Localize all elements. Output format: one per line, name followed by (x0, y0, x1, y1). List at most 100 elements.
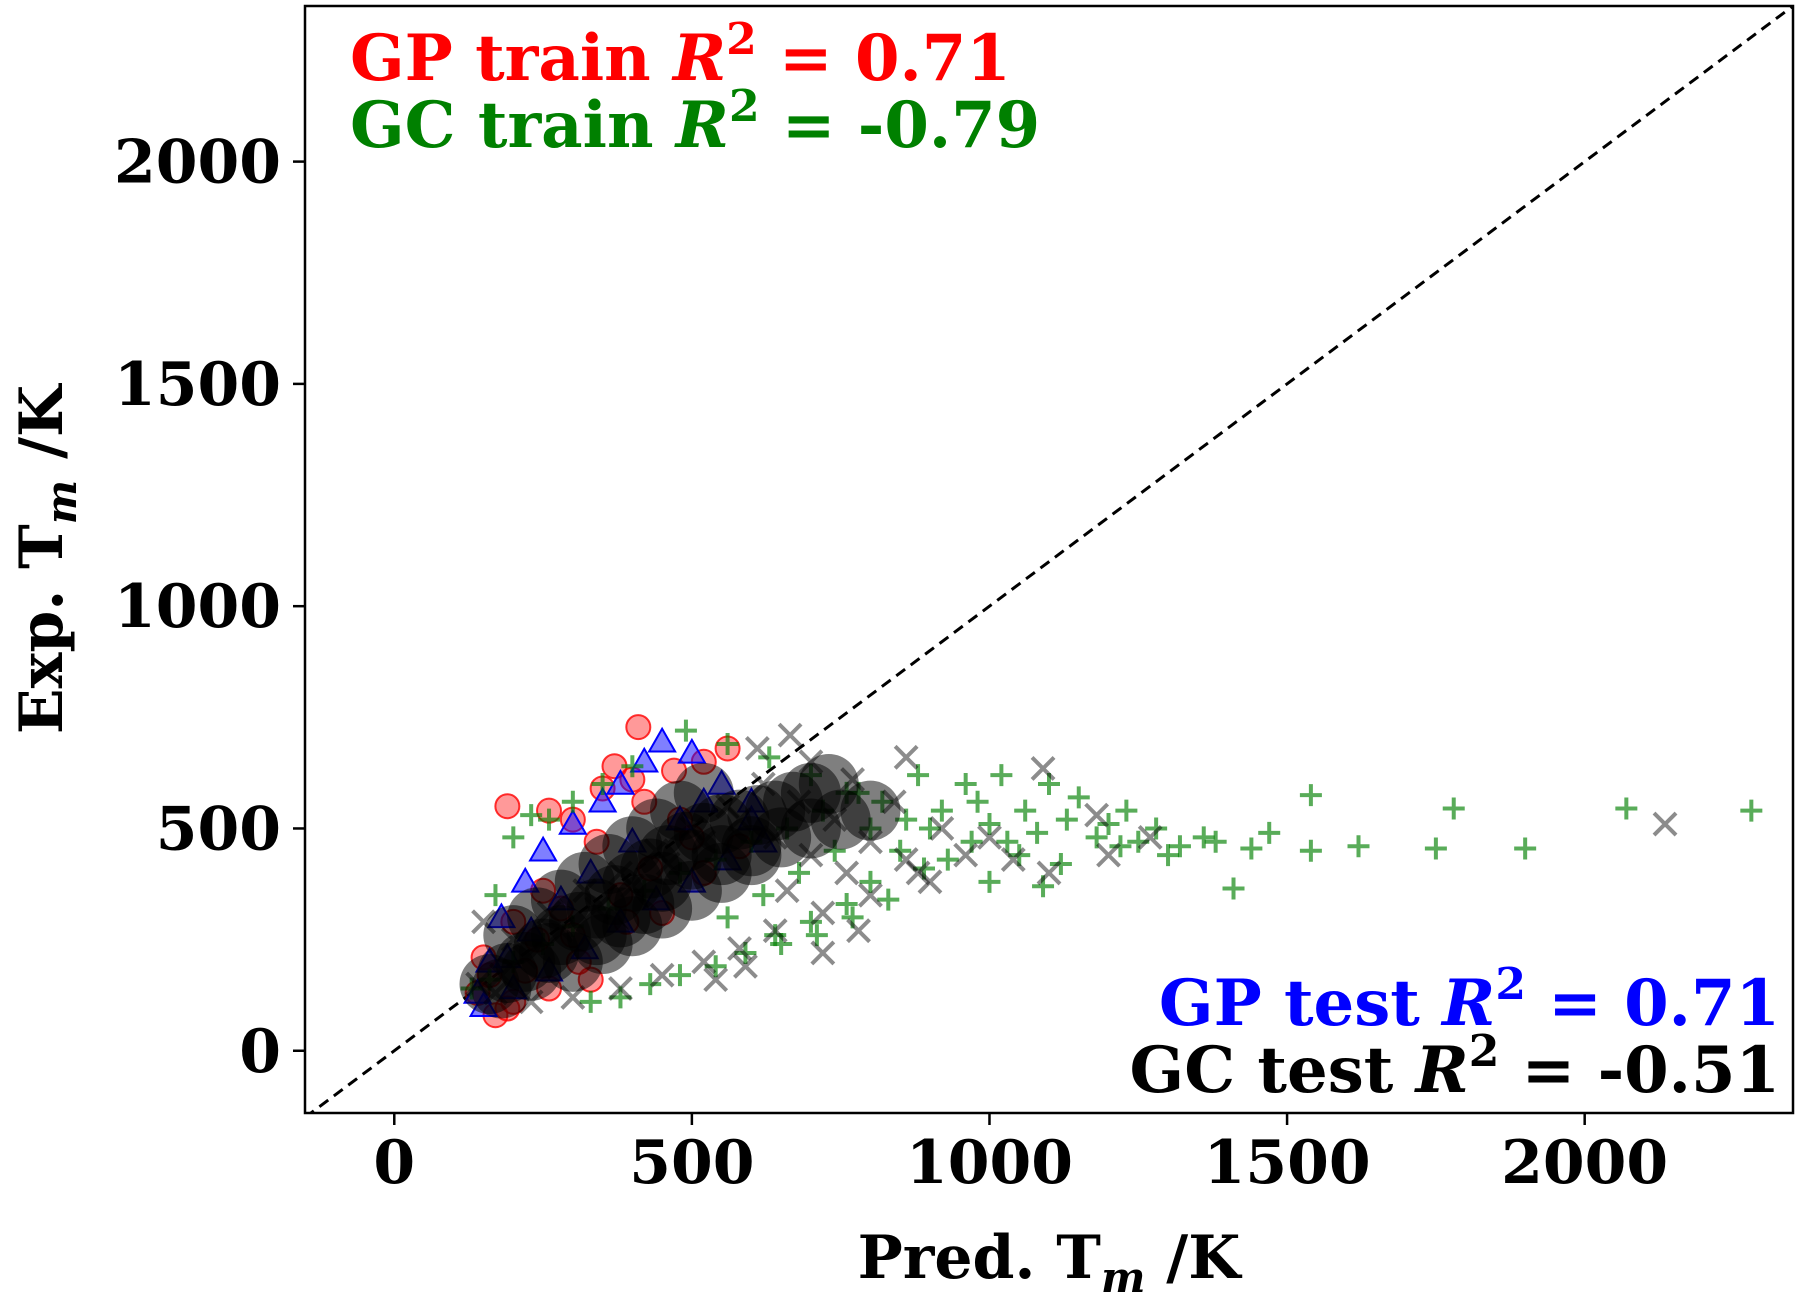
data-point-plus (799, 910, 822, 933)
data-point-plus (758, 746, 781, 769)
data-point-plus (907, 764, 930, 787)
data-point-x (846, 918, 871, 944)
data-point-circle (625, 714, 652, 741)
data-point-plus (1115, 799, 1138, 822)
data-point-plus (1258, 821, 1281, 844)
data-point-x (1084, 802, 1110, 828)
data-point-plus (990, 764, 1013, 787)
data-point-plus (1740, 799, 1763, 822)
data-point-plus (1032, 875, 1055, 898)
data-point-plus (621, 755, 644, 778)
data-point-plus (1085, 826, 1108, 849)
data-point-plus (520, 804, 543, 827)
data-point-plus (1222, 877, 1245, 900)
r2-annotation-gp-train: GP train R2 = 0.71 (350, 14, 1011, 96)
data-point-plus (841, 906, 864, 929)
y-tick-label: 2000 (114, 128, 281, 198)
data-point-x (1036, 860, 1062, 886)
x-tick-label: 0 (373, 1128, 415, 1198)
data-point-x (744, 736, 770, 761)
data-point-plus (674, 719, 697, 742)
data-point-x (703, 967, 729, 993)
data-point-x (1000, 847, 1026, 873)
data-point-plus (1055, 808, 1078, 831)
data-point-x (905, 860, 931, 886)
data-point-x (1096, 842, 1121, 868)
data-point-plus (1204, 830, 1227, 853)
data-point-x (777, 722, 803, 748)
data-point-plus (1442, 797, 1465, 820)
data-point-plus (835, 893, 858, 916)
x-tick-label: 1500 (1204, 1128, 1371, 1198)
data-point-plus (561, 790, 584, 813)
data-point-plus (538, 808, 561, 831)
data-point-plus (788, 861, 811, 884)
data-point-plus (1049, 853, 1072, 876)
data-point-plus (1192, 826, 1215, 849)
data-point-triangle (587, 786, 618, 813)
data-point-cluster (691, 825, 752, 886)
data-point-x (733, 953, 758, 979)
y-tick-label: 500 (156, 794, 281, 864)
data-point-triangle (558, 809, 588, 835)
data-point-plus (1038, 773, 1060, 796)
data-point-plus (484, 884, 507, 907)
data-point-plus (1168, 835, 1191, 858)
data-point-plus (978, 870, 1001, 893)
data-point-plus (591, 773, 614, 796)
data-point-x (649, 962, 675, 988)
data-point-plus (1127, 830, 1150, 853)
data-point-plus (877, 888, 900, 911)
data-point-plus (704, 955, 727, 978)
y-axis-label: Exp. Tm /K (7, 383, 86, 734)
data-point-plus (639, 973, 662, 996)
data-point-x (810, 900, 836, 926)
data-point-plus (954, 773, 977, 796)
data-point-plus (918, 817, 941, 840)
data-point-x (762, 918, 788, 944)
data-point-plus (978, 813, 1001, 836)
data-point-plus (1615, 797, 1638, 820)
data-point-x (1030, 756, 1056, 781)
data-point-x (1652, 811, 1678, 837)
data-point-plus (770, 933, 793, 956)
data-point-triangle (677, 737, 707, 764)
data-point-plus (1109, 835, 1132, 858)
data-point-cluster (840, 780, 901, 841)
data-point-cluster (471, 958, 532, 1019)
data-point-plus (996, 830, 1019, 853)
data-point-x (977, 824, 1002, 850)
data-point-triangle (605, 768, 636, 795)
data-point-plus (579, 990, 602, 1013)
data-point-plus (1145, 817, 1168, 840)
y-tick-label: 0 (239, 1017, 281, 1087)
data-point-x (893, 847, 919, 873)
data-point-circle (494, 793, 521, 820)
data-point-x (810, 940, 836, 966)
data-point-plus (930, 799, 953, 822)
data-point-plus (668, 964, 691, 987)
data-point-x (834, 860, 860, 886)
data-point-triangle (528, 835, 558, 862)
data-point-plus (1299, 839, 1322, 862)
data-point-plus (1026, 821, 1049, 844)
data-point-plus (502, 826, 525, 849)
data-point-plus (913, 857, 936, 880)
data-point-plus (716, 906, 739, 929)
data-point-plus (936, 848, 959, 871)
data-point-x (608, 976, 633, 1001)
data-point-plus (1240, 837, 1263, 860)
data-point-cluster (566, 905, 627, 966)
data-point-triangle (647, 726, 677, 753)
data-point-plus (1157, 844, 1180, 867)
data-point-x (1137, 824, 1163, 850)
data-point-plus (609, 986, 632, 1009)
x-axis-label: Pred. Tm /K (858, 1223, 1243, 1297)
data-point-plus (859, 870, 882, 893)
data-point-plus (752, 884, 775, 907)
data-point-x (953, 842, 979, 868)
data-point-x (691, 949, 717, 975)
data-point-x (929, 816, 955, 841)
data-point-plus (1424, 837, 1447, 860)
